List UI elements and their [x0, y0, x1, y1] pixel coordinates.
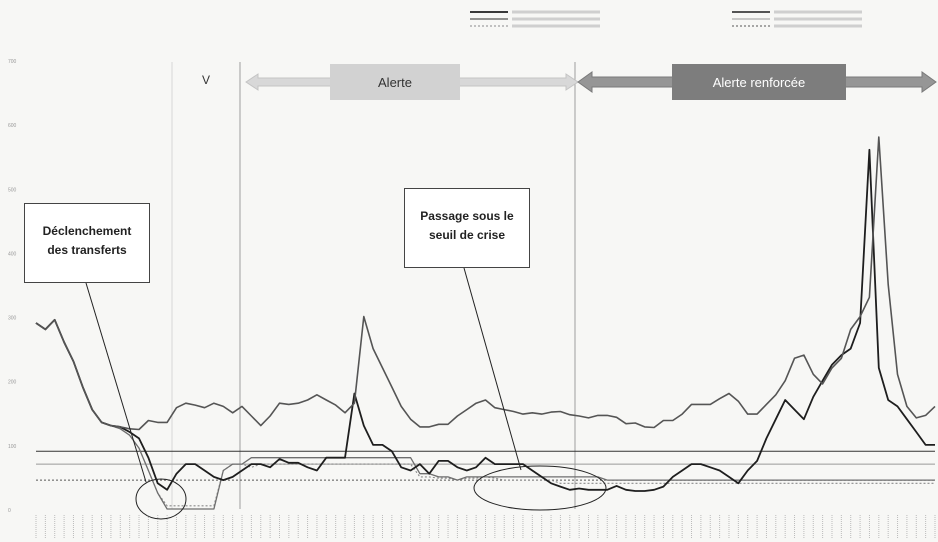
y-tick-label: 400	[8, 251, 17, 257]
series-line	[35, 319, 935, 507]
y-tick-label: 300	[8, 316, 17, 322]
y-tick-label: 700	[8, 59, 17, 65]
period-label-v: V	[202, 73, 210, 87]
annotation-below-crisis-line2: seuil de crise	[428, 228, 506, 242]
period-label-alerte: Alerte	[378, 75, 412, 90]
alerte-label-box	[330, 64, 460, 100]
period-label-alerte-renforcee: Alerte renforcée	[713, 75, 806, 90]
connector-transfer-trigger	[85, 282, 147, 483]
annotation-transfer-trigger: Déclenchement des transferts	[24, 203, 150, 283]
ellipse-below-crisis	[473, 465, 607, 511]
y-tick-label: 100	[8, 444, 17, 450]
connector-below-crisis	[463, 267, 522, 471]
annotation-below-crisis: Passage sous le seuil de crise	[404, 188, 530, 268]
y-tick-label: 600	[8, 123, 17, 129]
alerte-renforcee-label-box	[672, 64, 846, 100]
y-tick-label: 500	[8, 187, 17, 193]
series-line	[35, 319, 935, 510]
y-tick-label: 0	[8, 508, 11, 514]
ellipse-transfer-trigger	[135, 478, 187, 520]
annotation-transfer-line2: des transferts	[47, 243, 127, 257]
annotation-below-crisis-line1: Passage sous le	[420, 209, 514, 223]
y-tick-label: 200	[8, 380, 17, 386]
annotation-transfer-line1: Déclenchement	[42, 224, 132, 238]
series-line	[35, 136, 936, 431]
series-line	[35, 148, 935, 492]
